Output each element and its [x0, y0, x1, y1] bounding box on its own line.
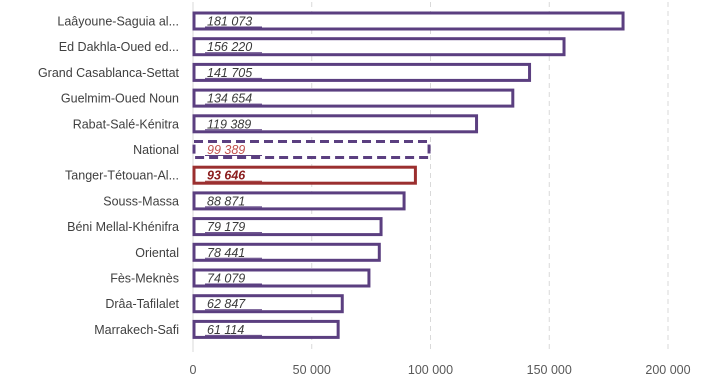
- bars: [192, 11, 625, 339]
- category-label: Tanger-Tétouan-Al...: [65, 169, 179, 183]
- data-label: 181 073: [207, 15, 252, 29]
- category-label: Rabat-Salé-Kénitra: [73, 117, 179, 131]
- category-label: Guelmim-Oued Noun: [61, 92, 179, 106]
- category-label: Oriental: [135, 246, 179, 260]
- x-tick-label: 100 000: [408, 363, 453, 377]
- category-label: Marrakech-Safi: [94, 323, 179, 337]
- bar: [192, 294, 344, 314]
- category-labels: Laâyoune-Saguia al... Ed Dakhla-Oued ed..…: [38, 15, 180, 337]
- x-axis-ticks: 0 50 000 100 000 150 000 200 000: [190, 363, 691, 377]
- category-label: Laâyoune-Saguia al...: [57, 15, 179, 29]
- bar: [192, 11, 625, 31]
- data-label: 141 705: [207, 66, 252, 80]
- bar: [192, 140, 431, 159]
- x-tick-label: 50 000: [293, 363, 331, 377]
- value-labels: 181 073 156 220 141 705 134 654 119 389 99 38…: [207, 15, 252, 337]
- data-label: 93 646: [207, 169, 246, 183]
- category-label: Fès-Meknès: [110, 272, 179, 286]
- category-label: Grand Casablanca-Settat: [38, 66, 180, 80]
- category-label: Drâa-Tafilalet: [105, 297, 179, 311]
- bar: [192, 191, 406, 211]
- bar: [192, 37, 566, 57]
- x-tick-label: 150 000: [527, 363, 572, 377]
- bar: [192, 114, 479, 134]
- data-label: 78 441: [207, 246, 245, 260]
- data-label: 79 179: [207, 220, 245, 234]
- category-label: National: [133, 143, 179, 157]
- bar: [192, 268, 371, 288]
- data-label: 156 220: [207, 40, 252, 54]
- category-label: Souss-Massa: [103, 194, 179, 208]
- category-label: Béni Mellal-Khénifra: [67, 220, 179, 234]
- bar: [192, 88, 515, 108]
- data-label: 88 871: [207, 194, 245, 208]
- data-label: 62 847: [207, 297, 246, 311]
- bar: [192, 242, 381, 262]
- x-tick-label: 200 000: [645, 363, 690, 377]
- data-label: 74 079: [207, 272, 245, 286]
- bar: [192, 319, 340, 339]
- x-tick-label: 0: [190, 363, 197, 377]
- bar: [192, 217, 383, 237]
- category-label: Ed Dakhla-Oued ed...: [59, 40, 179, 54]
- bar: [192, 165, 417, 185]
- data-label: 99 389: [207, 143, 245, 157]
- data-label: 119 389: [207, 117, 251, 131]
- data-label: 61 114: [207, 323, 244, 337]
- bar: [192, 62, 532, 82]
- data-label: 134 654: [207, 92, 252, 106]
